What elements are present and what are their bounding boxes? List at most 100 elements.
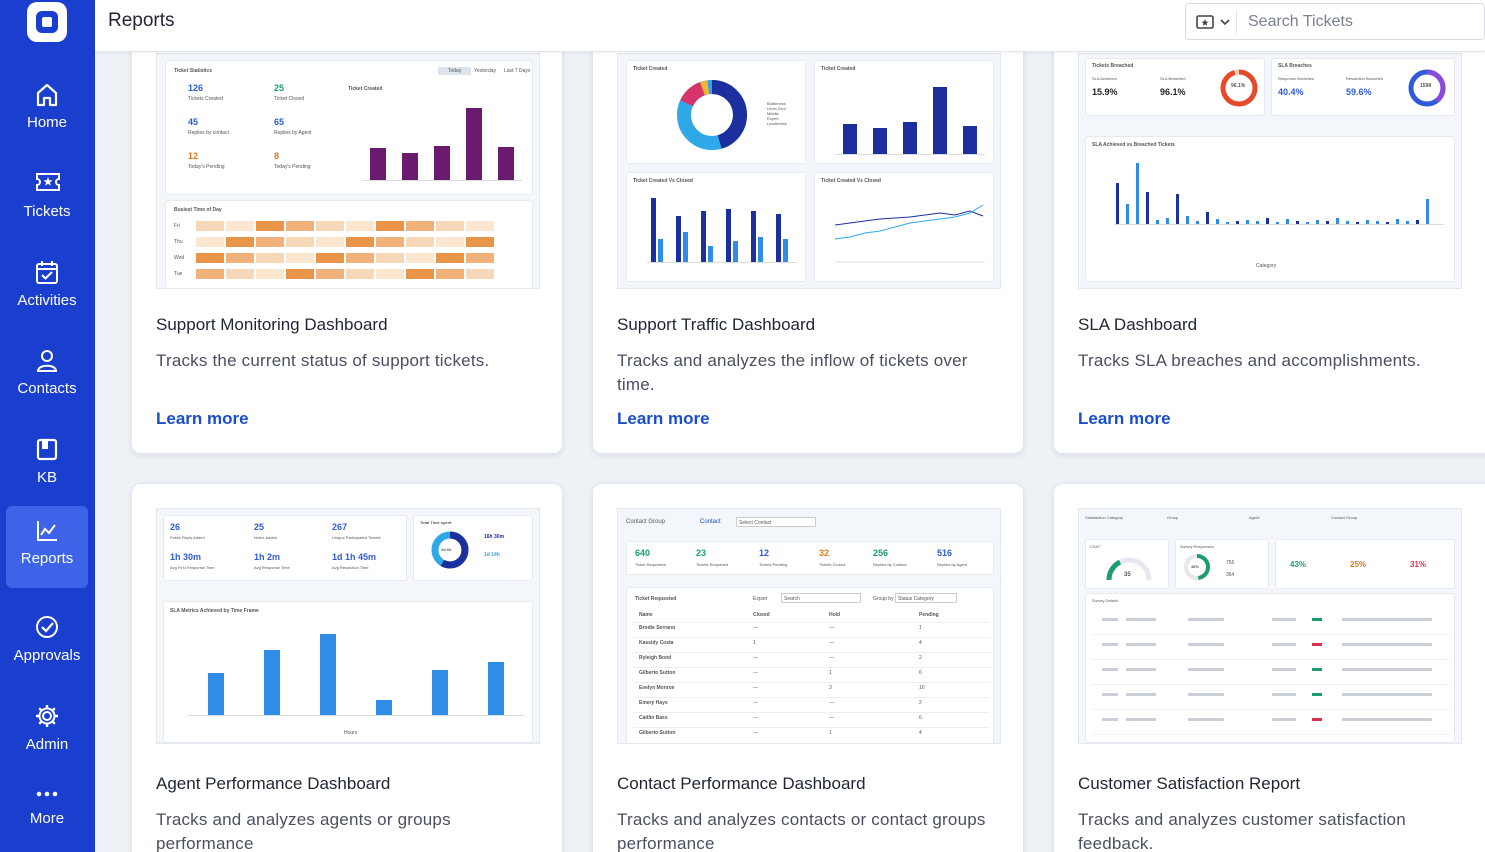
nav-admin[interactable]: Admin [6, 692, 88, 774]
table-cell: 2 [919, 700, 922, 706]
chart-bar [1416, 219, 1419, 224]
thumb-stat-label: Unique Participated Tickets [332, 535, 381, 540]
thumb-panel-sla-time: SLA Metrics Achieved by Time Frame Hours [163, 601, 533, 743]
thumb-donut-chart [677, 80, 747, 150]
table-row [633, 622, 989, 623]
table-row [633, 727, 989, 728]
thumb-filter: Group [1167, 515, 1179, 520]
chart-bar [873, 127, 887, 154]
report-card-contact-performance[interactable]: Contact Group Contact Select Contact 640… [592, 483, 1024, 852]
report-card-sla[interactable]: Tickets Breached SLA Achieved 15.9% SLA … [1053, 14, 1485, 454]
table-cell: Brodie Serrano [639, 625, 676, 631]
chart-bar [726, 209, 731, 262]
learn-more-link[interactable]: Learn more [1078, 409, 1171, 428]
nav-contacts[interactable]: Contacts [6, 336, 88, 418]
survey-row-block [1126, 693, 1156, 696]
table-cell: 1 [829, 670, 832, 676]
nav-kb[interactable]: KB [6, 425, 88, 507]
chart-bar [1156, 219, 1159, 224]
survey-row-block [1188, 618, 1224, 621]
nav-more-label: More [29, 810, 65, 827]
survey-row-block [1342, 718, 1432, 721]
thumb-survey-rows [1092, 612, 1450, 740]
nav-reports[interactable]: Reports [6, 506, 88, 588]
heatmap-cell [196, 253, 224, 263]
card-description: Tracks SLA breaches and accomplishments. [1078, 351, 1421, 370]
thumb-chart-title: SLA Metrics Achieved by Time Frame [170, 608, 259, 614]
card-title: Support Monitoring Dashboard [156, 315, 388, 334]
report-card-customer-satisfaction[interactable]: Satisfaction Category Group Agent Contac… [1053, 483, 1485, 852]
thumb-panel-ticket-table: Ticket Requested Export Search Group by … [626, 587, 994, 743]
heatmap-cell [226, 269, 254, 279]
heatmap-cell [316, 269, 344, 279]
survey-row-block [1312, 643, 1322, 646]
heatmap-cell [376, 237, 404, 247]
report-card-support-monitoring[interactable]: Ticket Statistics Today Yesterday Last 7… [131, 14, 563, 454]
report-card-agent-performance[interactable]: 26 Public Reply Added 25 Notes Added 267… [131, 483, 563, 852]
chart-bar [1136, 163, 1139, 224]
table-cell: Gilberto Sutton [639, 730, 676, 736]
thumb-stat-value: 12 [759, 548, 770, 558]
chart-bar [751, 211, 756, 262]
chart-bar [488, 661, 504, 715]
heatmap-cell [256, 221, 284, 231]
table-header: Name [639, 612, 653, 618]
table-cell: 4 [919, 730, 922, 736]
table-row [633, 697, 989, 698]
card-title: Agent Performance Dashboard [156, 774, 391, 793]
chart-bar [1406, 220, 1409, 224]
table-cell: — [753, 655, 758, 661]
ticket-type-dropdown-icon[interactable] [1196, 13, 1236, 31]
nav-activities[interactable]: Activities [6, 248, 88, 330]
thumb-stat-label: Avg Resolution Time [332, 565, 369, 570]
more-dots-icon [36, 791, 58, 797]
chart-bar [1336, 217, 1339, 224]
thumb-radio: Contact Group [626, 519, 666, 525]
report-card-support-traffic[interactable]: Ticket Created Bottleneck Level Zero Mid… [592, 14, 1024, 454]
book-icon [36, 438, 58, 461]
nav-more[interactable]: More [6, 774, 88, 852]
table-header: Pending [919, 612, 939, 618]
chart-bar [1146, 191, 1149, 224]
thumb-panel-grouped: Ticket Created Vs Closed [626, 172, 806, 282]
search-input[interactable]: Search Tickets [1248, 13, 1353, 30]
learn-more-link[interactable]: Learn more [156, 409, 249, 428]
thumb-ring [1220, 69, 1258, 107]
survey-row-block [1312, 618, 1322, 621]
learn-more-link[interactable]: Learn more [617, 409, 710, 428]
app-logo[interactable] [27, 2, 67, 42]
nav-approvals[interactable]: Approvals [6, 603, 88, 685]
chart-bar [208, 672, 224, 715]
thumb-ring [1184, 554, 1210, 580]
table-cell: — [753, 685, 758, 691]
chart-bar [1236, 220, 1239, 224]
nav-home[interactable]: Home [6, 70, 88, 152]
chart-bar [1216, 218, 1219, 224]
heatmap-cell [406, 269, 434, 279]
list-item [1092, 709, 1450, 710]
search-box[interactable]: Search Tickets [1185, 3, 1485, 40]
thumb-heatmap: Fri Thu Wed Tue [174, 221, 516, 288]
thumb-negative: 31% [1410, 560, 1427, 569]
thumb-stat-label: Resolution Breaches [1346, 76, 1383, 81]
nav-contacts-label: Contacts [17, 380, 77, 397]
chart-bar [658, 239, 663, 262]
thumb-csat-value: 35 [1124, 572, 1131, 578]
heatmap-row-label: Tue [174, 271, 183, 277]
chart-bar [708, 245, 713, 262]
thumb-stat-value: 96.1% [1160, 87, 1186, 97]
thumb-stat-label: Tickets Reopened [696, 562, 729, 567]
heatmap-cell [436, 253, 464, 263]
thumb-stat-value: 516 [937, 548, 953, 558]
heatmap-cell [286, 221, 314, 231]
survey-row-block [1102, 643, 1118, 646]
thumb-stat-label: Tickets Pending [759, 562, 788, 567]
thumb-filter: Contact Group [1331, 515, 1358, 520]
thumb-stat-value: 40.4% [1278, 87, 1304, 97]
chart-bar [1296, 220, 1299, 224]
thumb-ring [1408, 69, 1446, 107]
thumb-table-title: Ticket Requested [635, 596, 677, 602]
thumb-legend-item: Bottleneck [767, 101, 786, 106]
chart-bar [1196, 220, 1199, 224]
nav-tickets[interactable]: Tickets [6, 159, 88, 241]
